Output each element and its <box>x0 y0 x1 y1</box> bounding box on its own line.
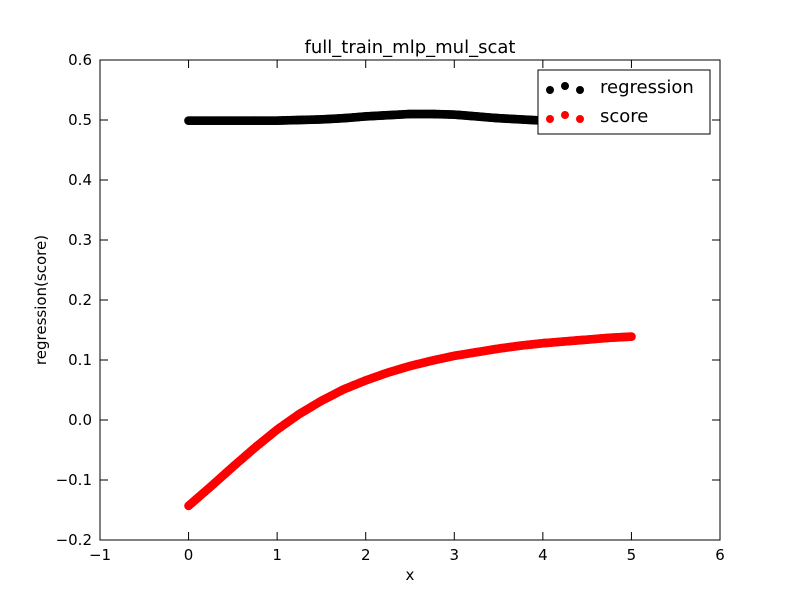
y-tick-label: 0.1 <box>68 351 92 369</box>
x-tick-label: 6 <box>715 546 725 564</box>
x-tick-label: 1 <box>272 546 282 564</box>
legend-marker <box>561 111 570 120</box>
legend-label: score <box>600 106 648 127</box>
x-tick-label: 5 <box>627 546 637 564</box>
legend-marker <box>561 82 570 91</box>
x-tick-label: 0 <box>184 546 194 564</box>
legend-marker <box>576 86 585 95</box>
legend-marker <box>546 86 555 95</box>
y-axis-title: regression(score) <box>32 235 50 365</box>
y-tick-label: −0.2 <box>56 531 92 549</box>
x-tick-label: −1 <box>89 546 111 564</box>
x-tick-label: 2 <box>361 546 371 564</box>
legend: regression score <box>537 69 711 135</box>
y-tick-label: −0.1 <box>56 471 92 489</box>
score-point <box>627 332 636 342</box>
x-tick-label: 4 <box>538 546 548 564</box>
legend-entry-score: score <box>546 106 648 127</box>
plot-frame <box>99 59 721 541</box>
y-tick-label: 0.5 <box>68 111 92 129</box>
y-tick-label: 0.4 <box>68 171 92 189</box>
y-tick-label: 0.0 <box>68 411 92 429</box>
series-regression <box>184 109 636 126</box>
legend-box <box>537 69 711 135</box>
legend-marker <box>576 115 585 124</box>
chart-title: full_train_mlp_mul_scat <box>305 37 516 58</box>
y-tick-label: 0.2 <box>68 291 92 309</box>
y-tick-label: 0.6 <box>68 51 92 69</box>
series-score <box>184 332 636 511</box>
plot-area: −1 0 1 2 3 4 5 6 −0.2 −0.1 0.0 0.1 0.2 0.3 0.4 0.5 0.6 <box>56 51 725 564</box>
y-tick-label: 0.3 <box>68 231 92 249</box>
legend-label: regression <box>600 77 694 98</box>
x-axis-title: x <box>406 566 415 584</box>
x-tick-label: 3 <box>450 546 460 564</box>
legend-marker <box>546 115 555 124</box>
legend-entry-regression: regression <box>546 77 694 98</box>
